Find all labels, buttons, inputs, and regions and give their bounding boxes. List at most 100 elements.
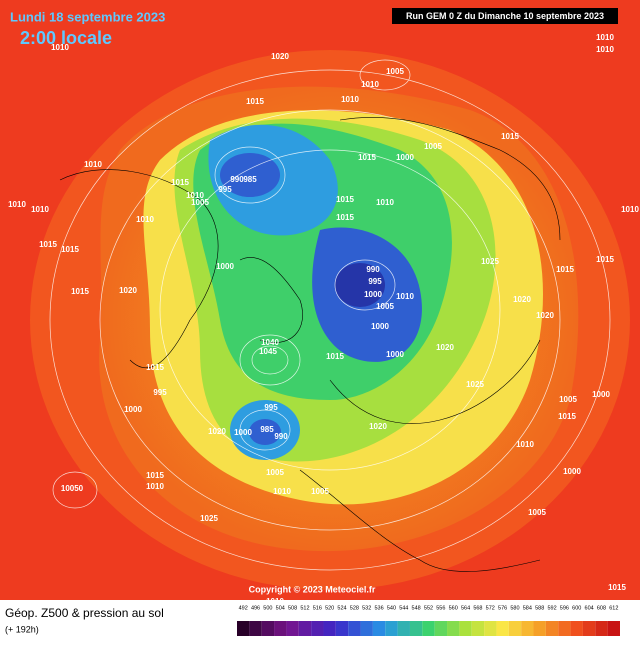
legend-label: 500 <box>263 605 272 611</box>
legend-label: 520 <box>325 605 334 611</box>
pressure-label: 1005 <box>386 67 404 76</box>
pressure-label: 1045 <box>259 347 277 356</box>
pressure-label: 1000 <box>371 322 389 331</box>
pressure-label: 985 <box>260 425 274 434</box>
pressure-label: 1010 <box>396 292 414 301</box>
legend-label: 532 <box>362 605 371 611</box>
legend-label: 544 <box>399 605 408 611</box>
legend-label: 508 <box>288 605 297 611</box>
legend-swatch <box>533 621 546 636</box>
pressure-label: 1005 <box>528 508 546 517</box>
pressure-label: 995 <box>368 277 382 286</box>
pressure-label: 1000 <box>592 390 610 399</box>
pressure-label: 1015 <box>246 97 264 106</box>
pressure-label: 1010 <box>361 80 379 89</box>
pressure-label: 1010 <box>376 198 394 207</box>
map-field <box>0 0 640 600</box>
pressure-label: 1015 <box>358 153 376 162</box>
pressure-label: 1015 <box>556 265 574 274</box>
legend-swatch <box>385 621 398 636</box>
legend-label: 536 <box>374 605 383 611</box>
legend-label: 568 <box>473 605 482 611</box>
legend-swatch <box>274 621 287 636</box>
legend-label: 584 <box>523 605 532 611</box>
pressure-label: 1000 <box>396 153 414 162</box>
legend-swatch <box>261 621 275 636</box>
legend-label: 604 <box>585 605 594 611</box>
pressure-label: 10050 <box>61 484 84 493</box>
legend-swatch <box>286 621 299 636</box>
legend-swatch <box>397 621 410 636</box>
pressure-label: 1010 <box>273 487 291 496</box>
pressure-label: 1010 <box>516 440 534 449</box>
legend-label: 524 <box>337 605 346 611</box>
legend-swatch <box>311 621 324 636</box>
pressure-label: 1010 <box>84 160 102 169</box>
pressure-label: 1015 <box>336 213 354 222</box>
pressure-label: 1010 <box>8 200 26 209</box>
pressure-label: 1020 <box>536 311 554 320</box>
legend-label: 572 <box>486 605 495 611</box>
local-time: 2:00 locale <box>20 28 112 48</box>
pressure-label: 1015 <box>608 583 626 592</box>
pressure-label: 1015 <box>146 471 164 480</box>
legend-swatch <box>545 621 559 636</box>
pressure-label: 1000 <box>124 405 142 414</box>
legend-swatch <box>521 621 534 636</box>
legend-label: 600 <box>572 605 581 611</box>
run-info: Run GEM 0 Z du Dimanche 10 septembre 202… <box>406 11 604 21</box>
pressure-labels: 1010 1020 1005 1010 1015 1010 1010 1010 1015 1000… <box>8 33 639 606</box>
legend-label: 588 <box>535 605 544 611</box>
pressure-label: 1015 <box>558 412 576 421</box>
legend-swatch <box>570 621 583 636</box>
legend-label: 496 <box>251 605 260 611</box>
pressure-label: 1020 <box>208 427 226 436</box>
legend-swatch <box>434 621 448 636</box>
legend-swatch <box>360 621 373 636</box>
pressure-label: 985 <box>243 175 257 184</box>
pressure-label: 1015 <box>146 363 164 372</box>
legend-label: 548 <box>412 605 421 611</box>
legend-label: 492 <box>239 605 248 611</box>
pressure-label: 990 <box>230 175 244 184</box>
pressure-label: 1005 <box>311 487 329 496</box>
legend-swatch <box>459 621 472 636</box>
pressure-label: 990 <box>274 432 288 441</box>
legend-label: 560 <box>449 605 458 611</box>
legend-swatch <box>496 621 509 636</box>
pressure-label: 1000 <box>234 428 252 437</box>
legend-label: 552 <box>424 605 433 611</box>
pressure-label: 1005 <box>559 395 577 404</box>
pressure-label: 1020 <box>119 286 137 295</box>
pressure-label: 995 <box>218 185 232 194</box>
legend-swatch <box>249 621 262 636</box>
pressure-label: 1000 <box>364 290 382 299</box>
pressure-label: 1000 <box>563 467 581 476</box>
pressure-label: 1015 <box>171 178 189 187</box>
pressure-label: 990 <box>366 265 380 274</box>
pressure-label: 1020 <box>271 52 289 61</box>
legend-swatch <box>595 621 608 636</box>
pressure-label: 1015 <box>39 240 57 249</box>
pressure-label: 1005 <box>266 468 284 477</box>
legend-label: 540 <box>387 605 396 611</box>
legend-swatch <box>447 621 460 636</box>
legend-swatch <box>409 621 423 636</box>
lead-time: (+ 192h) <box>5 624 39 634</box>
legend-label: 516 <box>313 605 322 611</box>
pressure-label: 1010 <box>621 205 639 214</box>
legend-swatch <box>558 621 571 636</box>
legend-swatch <box>372 621 386 636</box>
legend-label: 608 <box>597 605 606 611</box>
legend-swatch <box>508 621 522 636</box>
pressure-label: 1000 <box>386 350 404 359</box>
legend-swatch <box>484 621 497 636</box>
pressure-label: 1025 <box>466 380 484 389</box>
legend-label: 592 <box>547 605 556 611</box>
copyright: Copyright © 2023 Meteociel.fr <box>249 584 376 594</box>
pressure-label: 1000 <box>216 262 234 271</box>
pressure-label: 1020 <box>513 295 531 304</box>
legend-swatch <box>323 621 336 636</box>
legend-swatch <box>582 621 596 636</box>
